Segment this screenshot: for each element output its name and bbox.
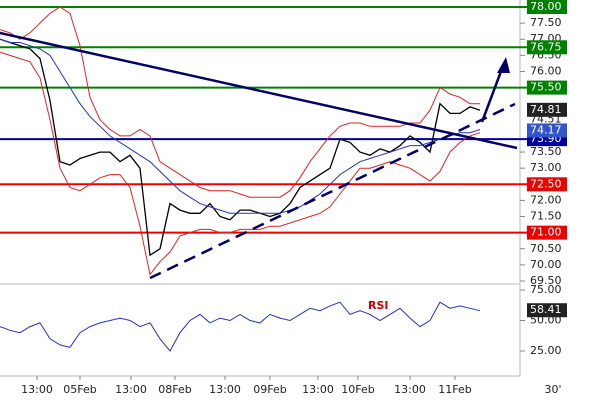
marker-label: 74.81 (530, 103, 562, 116)
rsi-label: RSI (368, 299, 389, 312)
x-tick-label: 13:00 (302, 383, 334, 396)
level-box (527, 177, 567, 192)
level-label: 71.00 (530, 226, 562, 239)
plot (0, 6, 527, 352)
x-tick-label: 05Feb (63, 383, 96, 396)
series-line (0, 38, 481, 257)
y-tick-label: 70.50 (530, 242, 562, 255)
x-tick-label: 13:00 (394, 383, 426, 396)
y-tick-label: 77.50 (530, 16, 562, 29)
level-label: 78.00 (530, 0, 562, 13)
x-tick-label: 09Feb (253, 383, 286, 396)
marker-box (527, 102, 567, 117)
level-label: 76.75 (530, 40, 562, 53)
y-tick-label: 25.00 (530, 344, 562, 357)
series-line (0, 6, 480, 198)
level-box (527, 0, 567, 14)
y-tick-label: 70.00 (530, 258, 562, 271)
x-tick-label: 10Feb (341, 383, 374, 396)
y-tick-label: 72.00 (530, 193, 562, 206)
y-tick-label: 76.00 (530, 64, 562, 77)
marker-label: 58.41 (530, 303, 562, 316)
marker-box (527, 123, 567, 138)
y-tick-label: 73.00 (530, 161, 562, 174)
x-tick-label: 13:00 (21, 383, 53, 396)
x-tick-label: 11Feb (438, 383, 471, 396)
x-tick-label: 13:00 (115, 383, 147, 396)
y-tick-label: 71.50 (530, 210, 562, 223)
arrow (480, 65, 505, 123)
y-tick-label: 69.50 (530, 274, 562, 287)
level-box (527, 80, 567, 95)
series-line (0, 38, 481, 214)
marker-box (527, 303, 567, 318)
x-tick-label: 13:00 (209, 383, 241, 396)
y-tick-label: 73.50 (530, 145, 562, 158)
level-label: 72.50 (530, 177, 562, 190)
marker-label: 74.17 (530, 123, 562, 136)
trendline (0, 31, 518, 150)
level-label: 75.50 (530, 81, 562, 94)
arrow-head (497, 57, 510, 73)
x-tick-label: 08Feb (158, 383, 191, 396)
series-line (0, 51, 481, 276)
trendline (149, 102, 516, 280)
series-line (0, 301, 481, 352)
level-box (527, 40, 567, 55)
interval-label: 30' (544, 383, 561, 396)
level-box (527, 225, 567, 240)
y-tick-label: 75.00 (530, 283, 562, 296)
